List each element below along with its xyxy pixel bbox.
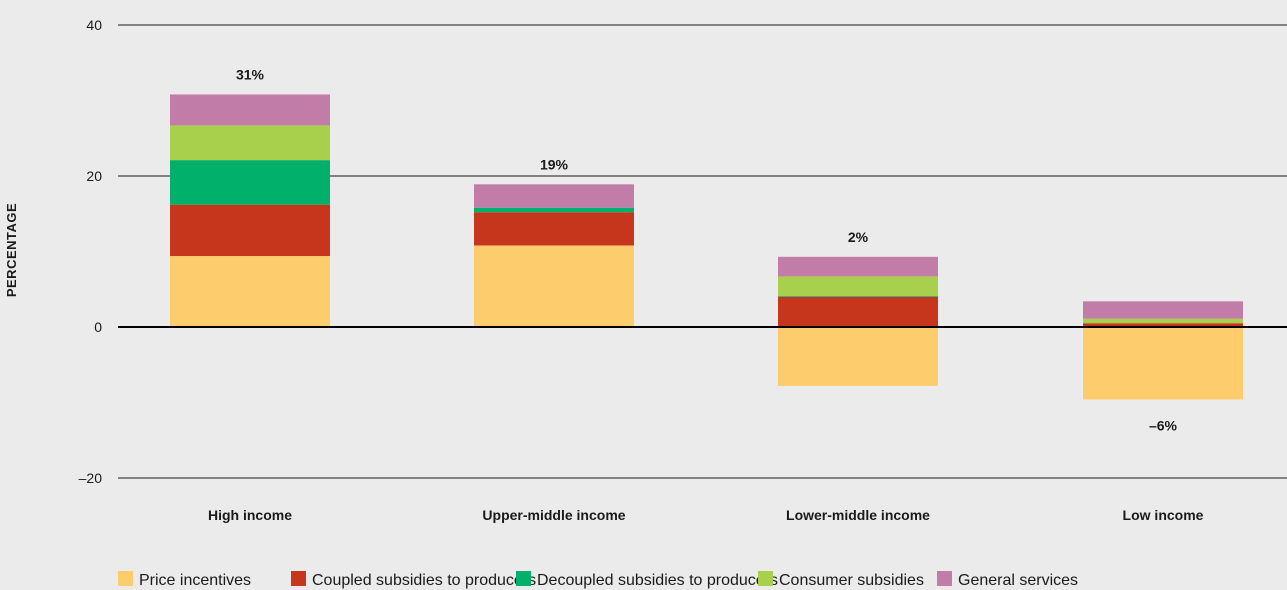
y-tick-label: 0: [94, 319, 102, 335]
bar-segment: [474, 212, 634, 246]
bar-segment: [778, 256, 938, 277]
data-label: –6%: [1149, 417, 1178, 433]
data-label: 2%: [848, 229, 869, 245]
bar-segment: [1083, 318, 1243, 324]
bar-segment: [778, 327, 938, 386]
y-tick-label: 20: [86, 168, 102, 184]
bar-segment: [170, 160, 330, 205]
legend-swatch: [758, 571, 773, 586]
legend-label: Decoupled subsidies to producers: [537, 572, 778, 589]
x-tick-label: Lower-middle income: [786, 507, 930, 523]
x-tick-label: High income: [208, 507, 292, 523]
bar-segment: [170, 125, 330, 161]
legend-label: Coupled subsidies to producers: [312, 572, 536, 589]
x-tick-label: Upper-middle income: [482, 507, 625, 523]
legend-label: General services: [958, 572, 1078, 589]
data-label: 31%: [236, 66, 265, 82]
bar-segment: [778, 296, 938, 297]
labels: 40 20 0 –20 31% High income 19% Upper-middle in…: [79, 17, 1204, 523]
legend-swatch: [118, 571, 133, 586]
legend: Price incentives Coupled subsidies to pro…: [118, 571, 1078, 589]
bar-segment: [1083, 327, 1243, 400]
legend-swatch: [516, 571, 531, 586]
bar-segment: [474, 245, 634, 327]
bar-segment: [474, 207, 634, 213]
y-axis-label: PERCENTAGE: [4, 203, 19, 297]
bar-segment: [170, 204, 330, 257]
bar-segment: [1083, 323, 1243, 327]
bar-segment: [474, 184, 634, 208]
legend-swatch: [291, 571, 306, 586]
bar-segment: [1083, 301, 1243, 319]
bars: [170, 94, 1243, 400]
bar-segment: [170, 94, 330, 126]
legend-label: Price incentives: [139, 572, 251, 589]
legend-label: Consumer subsidies: [779, 572, 924, 589]
bar-segment: [778, 296, 938, 327]
legend-swatch: [937, 571, 952, 586]
bar-segment: [170, 256, 330, 327]
data-label: 19%: [540, 156, 569, 172]
bar-segment: [778, 276, 938, 297]
x-tick-label: Low income: [1123, 507, 1204, 523]
y-tick-label: –20: [79, 470, 103, 486]
y-tick-label: 40: [86, 17, 102, 33]
